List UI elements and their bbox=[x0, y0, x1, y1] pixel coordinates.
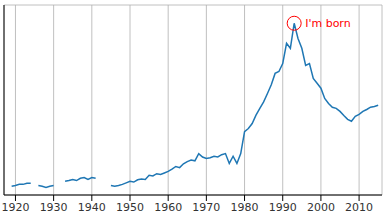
svg-text:1930: 1930 bbox=[40, 201, 68, 214]
svg-text:2000: 2000 bbox=[307, 201, 335, 214]
svg-text:1940: 1940 bbox=[78, 201, 106, 214]
svg-text:1950: 1950 bbox=[116, 201, 144, 214]
svg-text:1970: 1970 bbox=[192, 201, 220, 214]
svg-text:1960: 1960 bbox=[154, 201, 182, 214]
svg-text:I'm born: I'm born bbox=[305, 17, 351, 30]
svg-text:1920: 1920 bbox=[8, 201, 29, 214]
svg-text:2010: 2010 bbox=[345, 201, 373, 214]
svg-text:1990: 1990 bbox=[269, 201, 297, 214]
svg-text:1980: 1980 bbox=[231, 201, 259, 214]
